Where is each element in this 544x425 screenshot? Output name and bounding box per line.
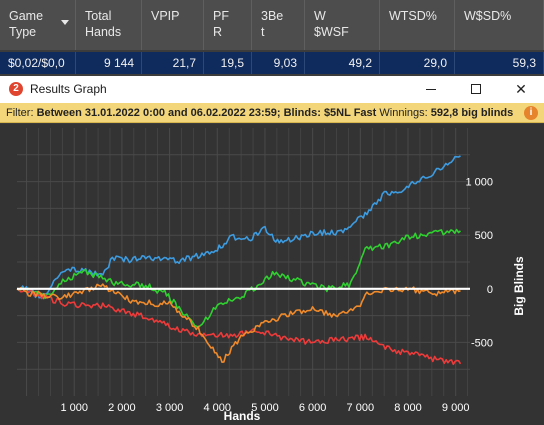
filter-label: Filter: <box>6 107 34 119</box>
x-tick-label: 5 000 <box>251 402 279 414</box>
col-label: W $WSF <box>314 9 349 39</box>
col-header-3bet[interactable]: 3Be t <box>252 0 305 50</box>
non-showdown-line <box>16 288 462 366</box>
maximize-icon <box>471 84 481 94</box>
window-title: Results Graph <box>30 82 107 96</box>
x-tick-label: 7 000 <box>347 402 375 414</box>
x-tick-label: 8 000 <box>394 402 422 414</box>
y-tick-labels: 1 000 500 0 -500 <box>465 177 493 350</box>
minimize-button[interactable] <box>408 76 454 103</box>
col-header-wtsd[interactable]: WTSD% <box>380 0 455 50</box>
cell-wtsd: 29,0 <box>380 52 455 74</box>
results-chart[interactable]: 1 000 500 0 -500 1 000 2 000 3 000 4 000 5 000 6… <box>0 124 544 425</box>
x-tick-label: 6 000 <box>299 402 327 414</box>
chart-grid <box>17 128 470 396</box>
winnings-label: Winnings: <box>379 107 428 119</box>
y-tick-label: -500 <box>471 337 493 349</box>
chart-series <box>16 155 470 366</box>
x-tick-label: 3 000 <box>156 402 184 414</box>
col-header-pfr[interactable]: PF R <box>204 0 252 50</box>
filter-bar: Filter: Between 31.01.2022 0:00 and 06.0… <box>0 103 544 123</box>
col-label: Game Type <box>9 9 44 39</box>
results-graph-area: 1 000 500 0 -500 1 000 2 000 3 000 4 000 5 000 6… <box>0 124 544 425</box>
cell-wwsf: 49,2 <box>305 52 380 74</box>
col-label: PF R <box>213 9 229 39</box>
minimize-icon <box>426 89 436 90</box>
col-header-wwsf[interactable]: W $WSF <box>305 0 380 50</box>
stats-table-row[interactable]: $0,02/$0,0 9 144 21,7 19,5 9,03 49,2 29,… <box>0 52 544 74</box>
winnings-value: 592,8 big blinds <box>430 107 514 119</box>
cell-wsd: 59,3 <box>455 52 544 74</box>
info-icon[interactable]: i <box>524 106 538 120</box>
x-tick-label: 4 000 <box>204 402 232 414</box>
x-axis-label: Hands <box>224 409 261 423</box>
cell-pfr: 19,5 <box>204 52 252 74</box>
y-tick-label: 500 <box>475 230 493 242</box>
y-tick-label: 1 000 <box>465 177 493 189</box>
showdown-line <box>16 228 462 328</box>
col-label: Total Hands <box>85 9 122 39</box>
close-icon: ✕ <box>515 81 527 97</box>
window-titlebar[interactable]: 2 Results Graph ✕ <box>0 76 544 103</box>
x-tick-label: 2 000 <box>108 402 136 414</box>
col-header-total-hands[interactable]: Total Hands <box>76 0 142 50</box>
close-button[interactable]: ✕ <box>498 76 544 103</box>
col-label: VPIP <box>151 9 180 23</box>
cell-3bet: 9,03 <box>252 52 305 74</box>
col-header-wsd[interactable]: W$SD% <box>455 0 544 50</box>
col-header-vpip[interactable]: VPIP <box>142 0 204 50</box>
x-tick-label: 1 000 <box>60 402 88 414</box>
col-label: 3Be t <box>261 9 284 39</box>
y-tick-label: 0 <box>487 284 493 296</box>
app-logo-icon: 2 <box>9 82 23 96</box>
stats-table-header: Game Type Total Hands VPIP PF R 3Be t W … <box>0 0 544 50</box>
maximize-button[interactable] <box>453 76 499 103</box>
x-tick-label: 9 000 <box>442 402 470 414</box>
filter-text: Between 31.01.2022 0:00 and 06.02.2022 2… <box>36 107 377 119</box>
y-axis-label: Big Blinds <box>512 256 526 316</box>
x-tick-labels: 1 000 2 000 3 000 4 000 5 000 6 000 7 000 8 000… <box>60 402 469 414</box>
cell-total-hands: 9 144 <box>76 52 142 74</box>
col-label: WTSD% <box>389 9 437 23</box>
sort-caret-icon[interactable] <box>61 20 69 25</box>
net-won-line <box>16 155 461 299</box>
col-label: W$SD% <box>464 9 512 23</box>
cell-vpip: 21,7 <box>142 52 204 74</box>
col-header-game-type[interactable]: Game Type <box>0 0 76 50</box>
cell-game-type: $0,02/$0,0 <box>0 52 76 74</box>
